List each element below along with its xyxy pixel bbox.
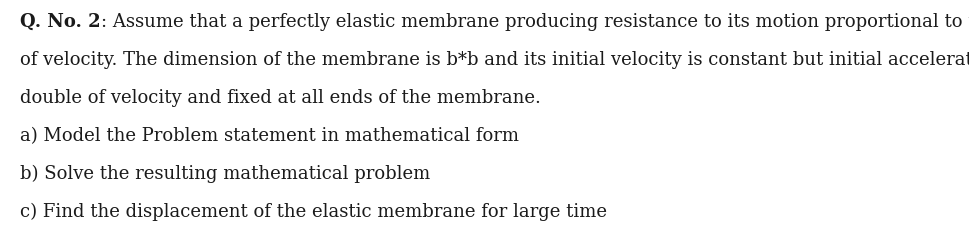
Text: double of velocity and fixed at all ends of the membrane.: double of velocity and fixed at all ends… [20,89,541,107]
Text: a) Model the Problem statement in mathematical form: a) Model the Problem statement in mathem… [20,127,519,144]
Text: c) Find the displacement of the elastic membrane for large time: c) Find the displacement of the elastic … [20,202,607,220]
Text: Q. No. 2: Q. No. 2 [20,13,101,31]
Text: : Assume that a perfectly elastic membrane producing resistance to its motion pr: : Assume that a perfectly elastic membra… [101,13,969,31]
Text: of velocity. The dimension of the membrane is b*b and its initial velocity is co: of velocity. The dimension of the membra… [20,51,969,69]
Text: b) Solve the resulting mathematical problem: b) Solve the resulting mathematical prob… [20,164,430,182]
